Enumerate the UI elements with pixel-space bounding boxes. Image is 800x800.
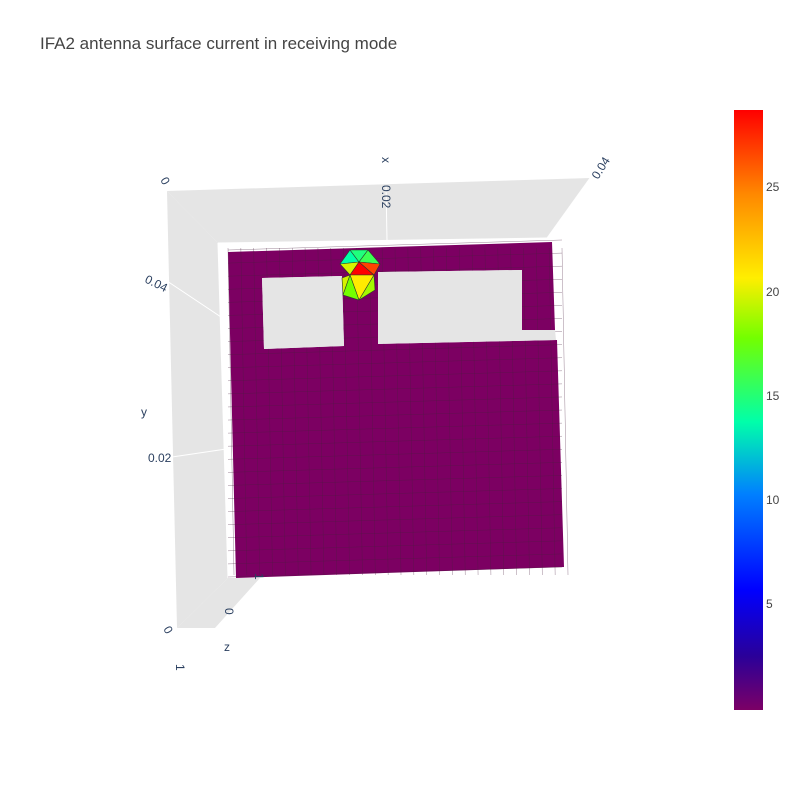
colorbar-tick-5: 5 [766,597,773,611]
mesh-line [227,344,563,355]
mesh-line [227,435,563,447]
z-tick-0-low: 0 [160,624,176,637]
chart-title: IFA2 antenna surface current in receivin… [40,34,398,53]
mesh-line [227,422,563,434]
mesh-line [227,396,563,408]
mesh-line [227,265,563,277]
mesh-line [227,553,563,565]
side-wall [167,191,228,628]
antenna-body [228,242,564,578]
x-axis-label: x [379,157,393,163]
mesh-line [227,488,563,499]
mesh-line [227,239,563,251]
z-tick-0: 0 [222,608,236,615]
mesh-line [227,540,563,552]
colorbar-tick-10: 10 [766,493,780,507]
mesh-line [227,383,563,395]
x-tick-004: 0.04 [589,154,613,182]
floor-pane [177,578,260,628]
y-axis-label: y [141,405,147,419]
mesh-line [227,252,563,264]
mesh-line [227,566,563,578]
mesh-line [227,501,563,512]
y-tick-002: 0.02 [148,451,172,465]
mesh-line [227,527,563,539]
feed-triangle [342,274,360,301]
z-axis-label: z [224,640,230,654]
mesh-wireframe [227,239,569,578]
z-tick-1-top: 1 [252,573,266,580]
colorbar-tick-20: 20 [766,285,780,299]
back-wall [167,178,590,243]
z-tick-1-bottom: 1 [173,664,187,671]
mesh-line [227,514,563,525]
mesh-line [253,247,260,576]
colorbar [734,110,763,710]
feed-triangle [358,261,381,276]
grid-lines [166,177,591,579]
mesh-line [548,247,556,576]
mesh-line [561,247,569,576]
y-tick-004: 0.04 [143,272,170,295]
x-tick-002: 0.02 [379,185,393,209]
colorbar-tick-15: 15 [766,389,780,403]
slot-hole-right [378,270,556,344]
mesh-line [227,370,563,382]
x-tick-0: 0 [157,175,173,188]
slot-hole-left [262,276,344,349]
mesh-line [227,449,563,460]
mesh-line [227,462,563,473]
mesh-line [343,247,350,576]
colorbar-tick-25: 25 [766,180,780,194]
mesh-line [227,357,563,368]
feed-triangle [358,274,376,301]
feed-region [339,249,381,301]
mesh-line [536,247,543,576]
mesh-line [227,475,563,486]
mesh-line [227,409,563,421]
mesh-line [523,247,530,576]
mesh-line [240,247,248,576]
